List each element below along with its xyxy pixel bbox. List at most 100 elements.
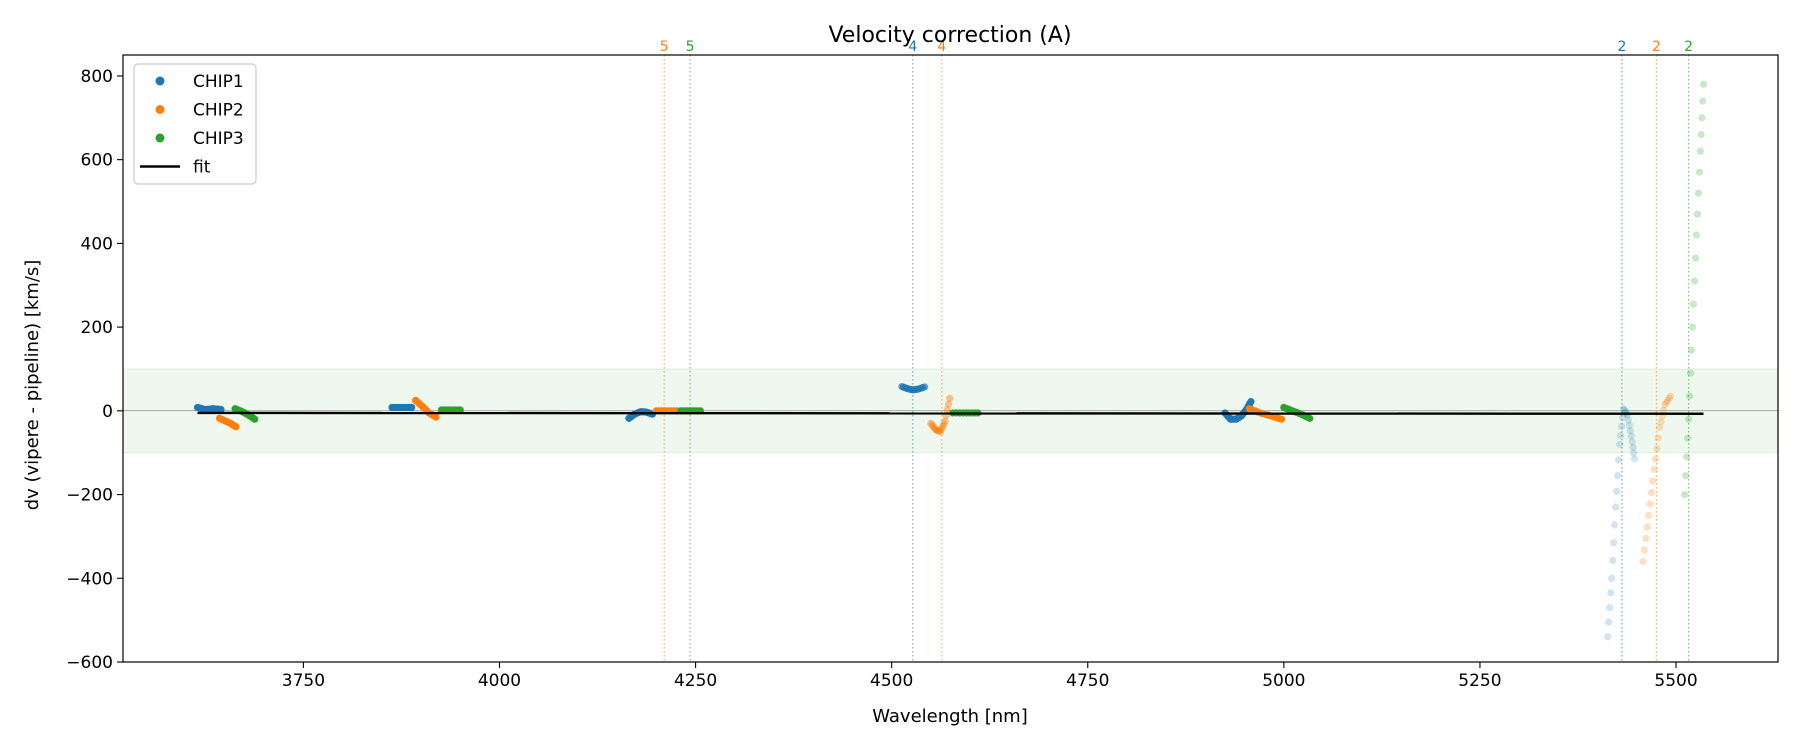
data-point <box>1684 434 1692 442</box>
order-marker-layer: 5 5 4 4 2 2 2 <box>660 39 1693 662</box>
data-point <box>1655 423 1664 432</box>
data-point <box>1630 455 1639 463</box>
y-tick-label: 0 <box>102 402 113 422</box>
y-tick-label: 600 <box>81 151 113 171</box>
data-point <box>1614 456 1623 464</box>
data-point <box>937 425 946 433</box>
data-point <box>927 419 935 427</box>
data-point <box>1605 618 1613 626</box>
data-point <box>1613 472 1622 480</box>
data-point <box>1617 422 1626 431</box>
data-point <box>940 420 948 428</box>
data-point <box>432 413 440 421</box>
fit-line <box>197 411 1704 415</box>
data-point <box>1620 406 1629 414</box>
x-tick-label: 3750 <box>282 671 325 691</box>
data-point <box>1615 440 1624 448</box>
data-point <box>934 427 942 435</box>
y-tick-label: 200 <box>81 318 113 338</box>
data-point <box>1625 421 1633 430</box>
data-point <box>1682 472 1690 480</box>
legend-label: CHIP2 <box>193 101 244 121</box>
data-point <box>1642 534 1650 543</box>
data-point <box>1654 434 1662 442</box>
data-point <box>1624 416 1632 424</box>
fit-line-layer <box>197 411 1704 415</box>
chart-title: Velocity correction (A) <box>828 23 1071 48</box>
data-point <box>1699 80 1708 88</box>
data-point <box>946 394 954 402</box>
data-point <box>1608 574 1616 582</box>
data-point <box>1657 418 1665 426</box>
data-point <box>1693 210 1702 218</box>
data-point <box>1644 511 1653 520</box>
legend-box <box>133 63 257 185</box>
data-point <box>1618 414 1627 422</box>
data-point <box>1688 323 1697 331</box>
data-point <box>1697 130 1705 139</box>
data-point <box>1687 346 1696 354</box>
x-tick-label: 5250 <box>1458 671 1501 691</box>
data-point <box>1698 114 1706 122</box>
legend-marker <box>155 76 165 86</box>
x-tick-label: 4750 <box>1066 671 1109 691</box>
data-point <box>1692 231 1701 239</box>
data-point <box>1306 414 1314 422</box>
data-point <box>1647 488 1655 497</box>
data-point <box>1690 277 1699 285</box>
order-marker-label: 4 <box>908 39 917 55</box>
data-point <box>1651 455 1660 463</box>
data-point <box>1694 189 1702 197</box>
data-point <box>943 406 951 414</box>
legend-label: CHIP1 <box>193 72 244 92</box>
data-point <box>1662 398 1671 407</box>
data-point <box>1646 500 1654 508</box>
data-point <box>1616 431 1625 440</box>
y-axis-label: dv (vipere - pipeline) [km/s] <box>22 260 43 511</box>
data-point <box>1611 521 1619 529</box>
y-tick-label: −600 <box>66 653 113 673</box>
data-point <box>941 417 949 425</box>
order-marker-label: 5 <box>660 39 669 55</box>
data-point <box>1247 398 1255 406</box>
order-marker-label: 2 <box>1652 39 1661 55</box>
data-point <box>1683 453 1691 461</box>
y-tick-label: −200 <box>66 486 113 506</box>
data-point <box>1695 168 1703 176</box>
data-point <box>933 426 941 434</box>
data-point <box>1650 465 1658 474</box>
x-axis-label: Wavelength [nm] <box>872 706 1028 727</box>
data-point <box>251 415 259 423</box>
data-point <box>928 421 936 429</box>
data-point <box>1684 415 1693 423</box>
legend-label: CHIP3 <box>193 129 244 149</box>
x-tick-label: 4500 <box>870 671 913 691</box>
data-point <box>1696 147 1704 155</box>
order-marker-label: 2 <box>1684 39 1693 55</box>
data-point <box>944 400 953 408</box>
data-point <box>1664 396 1672 404</box>
data-point <box>1666 392 1675 400</box>
data-point <box>1686 369 1695 377</box>
data-point <box>456 406 464 414</box>
data-point <box>1610 539 1618 547</box>
x-tick-label: 5500 <box>1654 671 1697 691</box>
data-point <box>1660 406 1668 414</box>
data-point <box>1653 444 1661 453</box>
legend: CHIP1 CHIP2 CHIP3 fit <box>133 63 257 185</box>
data-point <box>1681 490 1689 499</box>
data-point <box>217 405 225 414</box>
y-tick-label: 800 <box>81 67 113 87</box>
data-point <box>1661 400 1669 409</box>
data-point <box>1629 443 1637 452</box>
data-point <box>935 427 943 435</box>
data-point <box>1604 633 1612 641</box>
data-point <box>1643 523 1651 531</box>
data-point <box>1619 405 1628 413</box>
data-point <box>1665 394 1673 402</box>
legend-marker <box>155 133 165 143</box>
data-point <box>1685 392 1694 400</box>
legend-entries: CHIP1 CHIP2 CHIP3 fit <box>140 72 244 178</box>
